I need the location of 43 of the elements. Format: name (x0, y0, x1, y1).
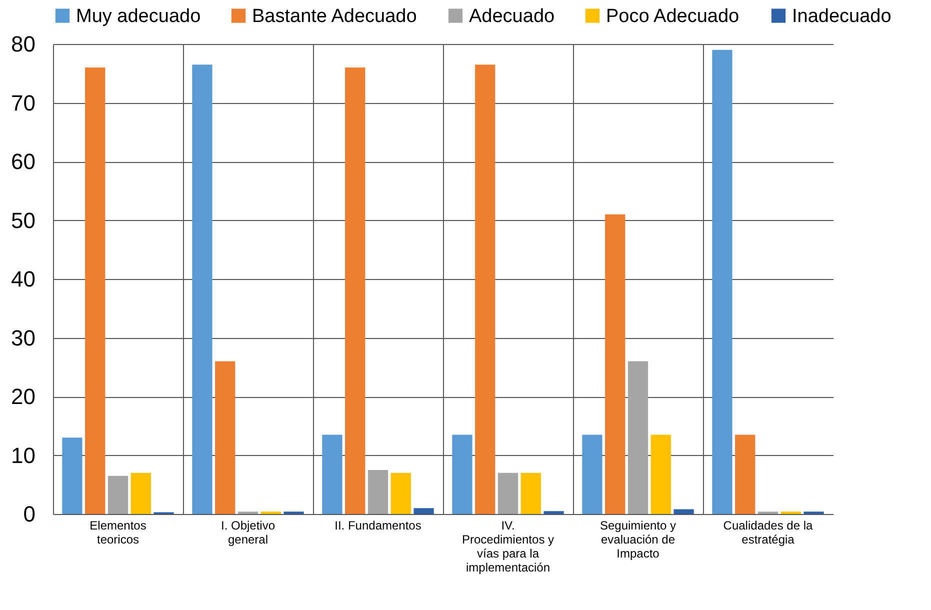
y-tick-label: 80 (11, 32, 36, 56)
bar (712, 50, 732, 514)
bar (498, 472, 518, 514)
bar (735, 434, 756, 514)
bar (322, 434, 342, 514)
bar (628, 361, 648, 514)
x-tick-label: IV. Procedimientos y vías para la implementación (462, 518, 554, 574)
y-tick-label: 40 (11, 266, 36, 292)
legend-label: Adecuado (469, 6, 555, 27)
bar (368, 470, 388, 514)
y-tick-label: 30 (11, 325, 36, 350)
y-tick-label: 20 (11, 384, 36, 409)
bar (390, 472, 411, 514)
bar (414, 508, 434, 514)
bar (130, 472, 151, 514)
bar (520, 472, 541, 514)
bar (544, 511, 564, 514)
y-tick-label: 60 (11, 149, 36, 174)
legend-label: Inadecuado (792, 6, 892, 27)
bar (452, 434, 472, 514)
legend-label: Bastante Adecuado (252, 6, 417, 27)
legend-label: Poco Adecuado (606, 6, 740, 27)
y-tick-label: 70 (11, 90, 36, 116)
y-tick-label: 0 (23, 502, 36, 526)
y-tick-label: 10 (11, 442, 36, 468)
x-tick-label: Elementos teoricos (90, 518, 146, 546)
bar (674, 509, 694, 514)
bar (85, 68, 106, 514)
bar (475, 64, 496, 514)
bar (582, 434, 602, 514)
bar (192, 64, 212, 514)
x-tick-label: Seguimiento y evaluación de Impacto (600, 518, 676, 560)
bar (215, 361, 236, 514)
x-tick-label: I. Objetivo general (220, 518, 276, 546)
bar (345, 68, 366, 514)
bar (605, 214, 626, 514)
x-tick-label: Cualidades de la estratégia (723, 518, 814, 546)
y-tick-label: 50 (11, 208, 36, 233)
x-tick-label: II. Fundamentos (334, 518, 422, 532)
bar (650, 434, 671, 514)
bar (62, 438, 82, 514)
bar (108, 476, 128, 514)
legend-label: Muy adecuado (76, 6, 201, 27)
